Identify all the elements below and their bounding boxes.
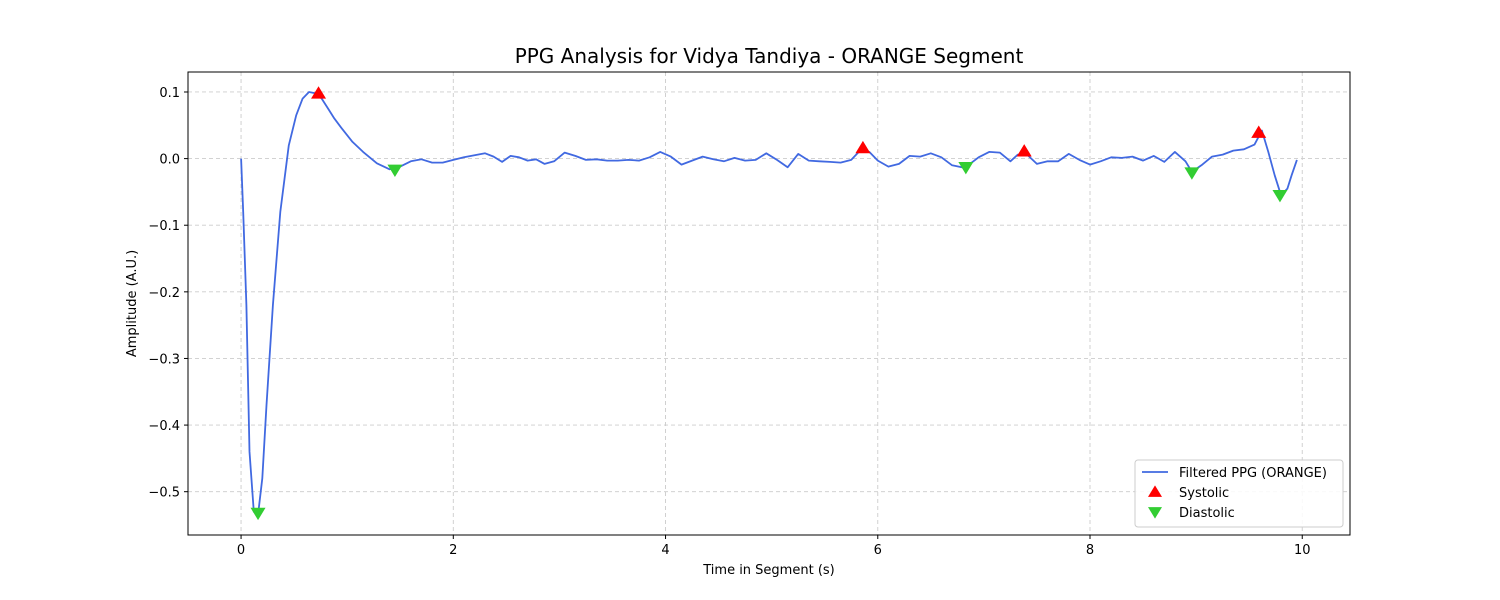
y-tick-label: −0.1 bbox=[148, 219, 180, 234]
legend-label: Diastolic bbox=[1179, 506, 1235, 521]
x-axis-title: Time in Segment (s) bbox=[702, 563, 834, 578]
chart-title: PPG Analysis for Vidya Tandiya - ORANGE … bbox=[515, 44, 1024, 68]
y-tick-label: −0.2 bbox=[148, 286, 180, 301]
y-tick-label: 0.1 bbox=[159, 86, 180, 101]
y-tick-label: −0.5 bbox=[148, 486, 180, 501]
x-tick-label: 2 bbox=[449, 543, 457, 558]
legend-label: Systolic bbox=[1179, 486, 1229, 501]
x-tick-label: 10 bbox=[1294, 543, 1311, 558]
y-tick-label: 0.0 bbox=[159, 153, 180, 168]
legend: Filtered PPG (ORANGE) Systolic Diastolic bbox=[1135, 460, 1343, 527]
y-tick-label: −0.4 bbox=[148, 419, 180, 434]
x-tick-label: 8 bbox=[1086, 543, 1094, 558]
legend-label: Filtered PPG (ORANGE) bbox=[1179, 466, 1327, 481]
y-tick-label: −0.3 bbox=[148, 352, 180, 367]
x-tick-label: 4 bbox=[661, 543, 669, 558]
y-axis-title: Amplitude (A.U.) bbox=[125, 250, 140, 357]
x-tick-label: 6 bbox=[874, 543, 882, 558]
x-tick-label: 0 bbox=[237, 543, 245, 558]
